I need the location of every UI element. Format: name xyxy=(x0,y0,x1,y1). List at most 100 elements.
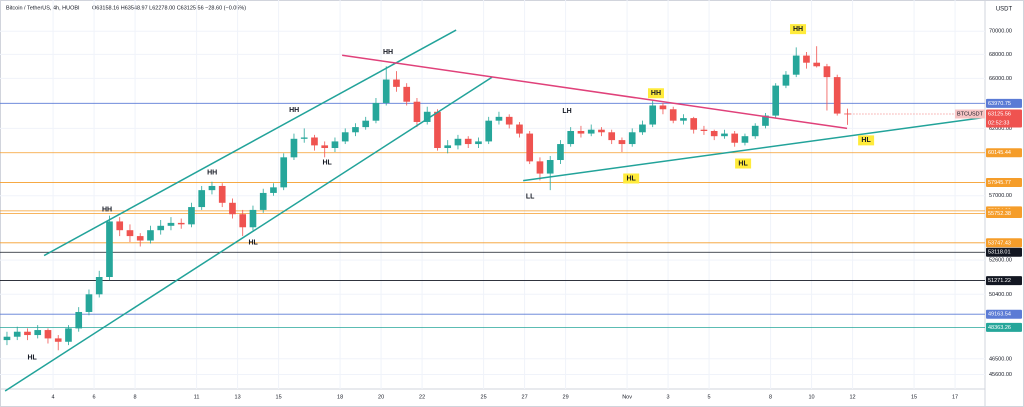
candle-body xyxy=(454,138,462,146)
y-tick-label: 52600.00 xyxy=(989,258,1012,264)
candle-body xyxy=(126,230,134,237)
candle-body xyxy=(3,336,11,341)
candle-body xyxy=(95,277,103,295)
candle-body xyxy=(157,225,165,231)
candle-body xyxy=(833,77,841,114)
candle-body xyxy=(710,130,718,137)
x-tick-label: 10 xyxy=(809,394,815,400)
candle-body xyxy=(147,230,154,241)
level-label: 55752.38 xyxy=(988,211,1011,217)
trendline xyxy=(523,116,986,182)
x-tick-label: 8 xyxy=(769,394,772,400)
x-tick-label: Nov xyxy=(622,394,632,400)
candle-body xyxy=(741,136,749,143)
x-tick-label: 15 xyxy=(911,394,917,400)
candle-body xyxy=(618,140,626,145)
candle-body xyxy=(331,141,339,149)
candle-body xyxy=(823,66,831,78)
trendline xyxy=(43,29,457,257)
candle-body xyxy=(649,105,657,125)
y-tick-label: 66000.00 xyxy=(989,76,1012,82)
x-tick-label: 6 xyxy=(93,394,96,400)
candle-body xyxy=(393,79,400,87)
candle-body xyxy=(485,120,493,142)
candle-body xyxy=(464,138,472,145)
trendline xyxy=(4,76,493,392)
candle-body xyxy=(270,187,277,193)
candle-body xyxy=(659,105,667,110)
level-label-box xyxy=(986,238,1022,248)
candle-body xyxy=(567,130,575,145)
candle-body xyxy=(516,124,523,134)
candle-body xyxy=(24,331,31,336)
candle-body xyxy=(239,214,247,228)
candle-body xyxy=(218,185,226,203)
candle-body xyxy=(259,192,267,210)
level-label-box xyxy=(986,276,1022,286)
annotation: LL xyxy=(526,193,535,200)
x-tick-label: 25 xyxy=(481,394,487,400)
candle-body xyxy=(136,236,144,241)
annotation: HL xyxy=(627,175,637,182)
candle-body xyxy=(751,125,759,137)
candle-body xyxy=(311,137,318,146)
candle-body xyxy=(628,132,636,145)
level-label-box xyxy=(986,247,1022,257)
trendline xyxy=(342,54,848,130)
x-tick-label: 22 xyxy=(419,394,425,400)
candle-body xyxy=(177,222,185,225)
annotation-highlight xyxy=(735,158,752,169)
current-symbol: BTCUSDT xyxy=(957,111,984,117)
candle-body xyxy=(198,190,206,208)
level-label: 51271.22 xyxy=(988,278,1011,284)
candle-body xyxy=(85,294,93,312)
level-label-box xyxy=(986,98,1022,108)
annotation: HL xyxy=(322,159,332,166)
x-tick-label: 13 xyxy=(235,394,241,400)
x-tick-label: 27 xyxy=(522,394,528,400)
current-symbol-box xyxy=(955,109,985,119)
x-tick-label: 18 xyxy=(337,394,343,400)
candle-body xyxy=(106,221,113,278)
annotation: HH xyxy=(289,107,299,114)
y-tick-label: 45600.00 xyxy=(989,372,1012,378)
x-tick-label: 4 xyxy=(52,394,55,400)
annotation: HL xyxy=(248,240,258,247)
candle-body xyxy=(382,79,390,103)
level-label-box xyxy=(986,148,1022,158)
candle-body xyxy=(167,222,175,226)
candle-body xyxy=(772,85,780,116)
candle-body xyxy=(690,118,698,130)
y-tick-label: 50400.00 xyxy=(989,292,1012,298)
candle-body xyxy=(249,209,257,228)
annotation: HH xyxy=(383,49,393,56)
countdown: 02:52:33 xyxy=(988,120,1009,126)
candle-body xyxy=(290,138,298,158)
candle-body xyxy=(229,202,236,215)
annotation-highlight xyxy=(790,24,807,35)
annotation: HH xyxy=(102,206,112,213)
level-label: 48363.26 xyxy=(988,325,1011,331)
x-tick-label: 3 xyxy=(667,394,670,400)
y-tick-label: 70000.00 xyxy=(989,29,1012,35)
candle-body xyxy=(587,129,595,134)
annotation-highlight xyxy=(647,88,664,99)
candle-body xyxy=(352,127,359,133)
x-tick-label: 5 xyxy=(708,394,711,400)
level-label: 60145.44 xyxy=(988,150,1011,156)
level-label: 53118.01 xyxy=(988,250,1011,256)
candle-body xyxy=(54,338,62,342)
currency-label[interactable]: USDT xyxy=(996,7,1013,13)
candle-body xyxy=(557,144,564,161)
grid xyxy=(0,0,985,389)
candle-body xyxy=(413,101,421,122)
level-label-box xyxy=(986,309,1022,319)
annotation: HL xyxy=(861,137,871,144)
candle-body xyxy=(300,137,308,139)
x-tick-label: 20 xyxy=(378,394,384,400)
candle-body xyxy=(598,129,605,133)
candle-body xyxy=(577,130,585,134)
